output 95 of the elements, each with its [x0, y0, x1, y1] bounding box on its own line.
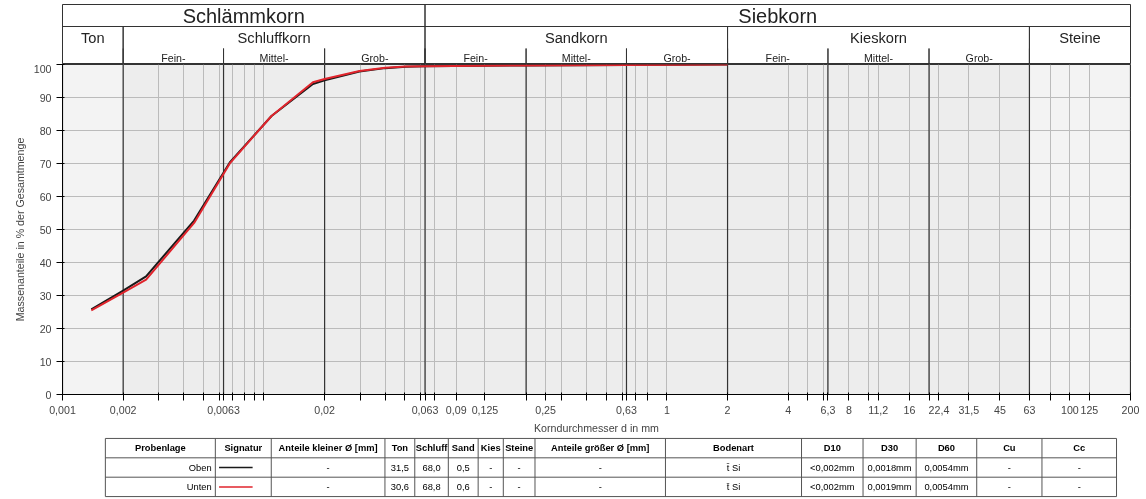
y-tick-label: 80 [39, 124, 52, 137]
text: Probenlage [134, 443, 186, 454]
band-label: Fein- [765, 51, 791, 64]
text: Ton [391, 443, 409, 454]
band-label: Mittel- [561, 51, 592, 64]
band-label: Fein- [463, 51, 489, 64]
band-label: Fein- [161, 51, 186, 64]
text: 0,0019mm [867, 481, 912, 492]
x-axis-title: Korndurchmesser d in mm [534, 421, 660, 434]
y-tick-label: 40 [39, 256, 52, 269]
y-tick-label: 60 [39, 190, 52, 203]
x-tick-label: 22,4 [928, 403, 950, 416]
y-tick-label: 100 [33, 62, 52, 75]
x-tick-label: 31,5 [958, 403, 980, 416]
text: - [1077, 481, 1081, 492]
band-label: Schluffkorn [237, 29, 311, 46]
x-tick-label: 6,3 [820, 403, 836, 416]
y-tick-label: 50 [39, 223, 52, 236]
text: t̄ Si [725, 481, 741, 492]
text: <0,002mm [810, 462, 855, 473]
text: Cu [1003, 443, 1016, 454]
text: <0,002mm [810, 481, 855, 492]
text: - [326, 462, 330, 473]
text: - [598, 462, 602, 473]
text: D30 [881, 443, 899, 454]
band-label: Grob- [965, 51, 994, 64]
x-tick-label: 0,063 [411, 403, 439, 416]
band-label: Grob- [361, 51, 389, 64]
text: D10 [823, 443, 841, 454]
x-tick-label: 0,125 [471, 403, 499, 416]
text: - [326, 481, 330, 492]
x-tick-label: 0,0063 [207, 403, 240, 416]
band-label: Sandkorn [544, 29, 608, 46]
text: - [517, 481, 521, 492]
text: 0,6 [456, 481, 470, 492]
x-tick-label: 100 [1060, 403, 1079, 416]
text: 0,0054mm [924, 462, 969, 473]
text: 68,0 [422, 462, 441, 473]
text: Steine [505, 443, 534, 454]
text: 68,8 [422, 481, 441, 492]
band-label: Steine [1059, 29, 1101, 46]
x-tick-label: 200 [1121, 403, 1140, 416]
text: 31,5 [390, 462, 409, 473]
x-tick-label: 0,25 [535, 403, 557, 416]
legend-label: Unten [186, 481, 212, 492]
text: 0,5 [456, 462, 470, 473]
x-tick-label: 4 [785, 403, 792, 416]
text: Schluff [415, 443, 449, 454]
x-tick-label: 0,02 [314, 403, 336, 416]
x-tick-label: 0,002 [109, 403, 137, 416]
y-tick-label: 20 [39, 322, 52, 335]
legend-label: Oben [188, 462, 212, 473]
x-tick-label: 11,2 [868, 403, 889, 416]
text: 0,0054mm [924, 481, 969, 492]
x-tick-label: 2 [724, 403, 731, 416]
y-tick-label: 30 [39, 289, 52, 302]
text: - [517, 462, 521, 473]
band-label: Mittel- [863, 51, 894, 64]
x-tick-label: 1 [663, 403, 670, 416]
band-label: Schlämmkorn [182, 4, 305, 27]
text: Signatur [224, 443, 263, 454]
text: t̄ Si [725, 462, 741, 473]
text: Anteile größer Ø [mm] [550, 443, 650, 454]
band-label: Grob- [663, 51, 692, 64]
y-tick-label: 0 [45, 388, 52, 401]
text: - [1077, 462, 1081, 473]
band-label: Kieskorn [849, 29, 908, 46]
text: - [489, 462, 493, 473]
x-tick-label: 63 [1023, 403, 1036, 416]
band-label: Siebkorn [738, 4, 818, 27]
text: - [489, 481, 493, 492]
x-tick-label: 45 [994, 403, 1006, 416]
text: Sand [451, 443, 475, 454]
text: 0,0018mm [867, 462, 912, 473]
x-tick-label: 8 [845, 403, 852, 416]
y-tick-label: 10 [39, 355, 52, 368]
text: - [1007, 462, 1011, 473]
y-tick-label: 90 [39, 91, 52, 104]
text: - [598, 481, 602, 492]
x-tick-label: 0,09 [445, 403, 467, 416]
text: - [1007, 481, 1011, 492]
text: 30,6 [390, 481, 409, 492]
y-axis-title: Massenanteile in % der Gesamtmenge [13, 137, 26, 322]
text: D60 [937, 443, 956, 454]
text: Cc [1073, 443, 1086, 454]
text: Bodenart [713, 443, 754, 454]
band-label: Ton [81, 29, 105, 46]
x-tick-label: 0,63 [616, 403, 637, 416]
x-tick-label: 16 [903, 403, 916, 416]
x-tick-label: 0,001 [49, 403, 76, 416]
text: Kies [480, 443, 501, 454]
band-label: Mittel- [259, 51, 290, 64]
y-tick-label: 70 [39, 157, 52, 170]
text: Anteile kleiner Ø [mm] [278, 443, 378, 454]
x-tick-label: 125 [1080, 403, 1099, 416]
